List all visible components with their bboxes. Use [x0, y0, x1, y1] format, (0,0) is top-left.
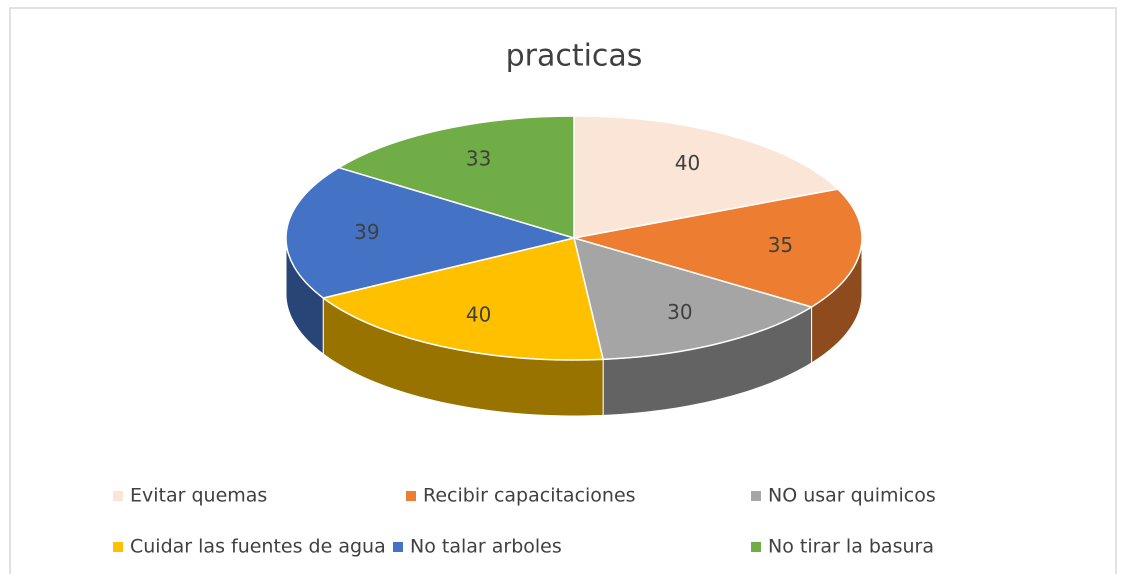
chart-title: practicas: [506, 39, 643, 74]
legend-label: Evitar quemas: [130, 485, 267, 507]
pie-slice: [572, 236, 814, 361]
data-label: 40: [675, 151, 700, 175]
legend-swatch: [113, 542, 123, 552]
legend-label: No tirar la basura: [768, 536, 934, 558]
legend-label: Recibir capacitaciones: [423, 485, 636, 507]
pie-slice: [321, 237, 605, 361]
data-label: 33: [466, 146, 491, 170]
legend-swatch: [751, 542, 761, 552]
legend-label: NO usar quimicos: [768, 485, 936, 507]
legend-swatch: [406, 491, 416, 501]
legend: Evitar quemas Recibir capacitaciones NO us…: [113, 485, 936, 558]
legend-label: Cuidar las fuentes de agua: [130, 536, 386, 558]
data-label: 40: [466, 303, 491, 327]
pie-slice: [573, 188, 863, 308]
pie-sides: [285, 237, 863, 417]
data-label: 39: [354, 220, 379, 244]
pie-slice: [573, 115, 840, 239]
legend-swatch: [751, 491, 761, 501]
data-label: 35: [768, 233, 793, 257]
pie-slice: [285, 166, 577, 299]
chart-frame: [9, 7, 1117, 574]
pie-slice: [336, 115, 575, 240]
legend-label: No talar arboles: [410, 536, 562, 558]
data-labels: 40 35 30 40 39 33: [354, 146, 793, 326]
legend-swatch: [393, 542, 403, 552]
legend-swatch: [113, 491, 123, 501]
pie-tops: [285, 115, 863, 361]
data-label: 30: [667, 300, 692, 324]
